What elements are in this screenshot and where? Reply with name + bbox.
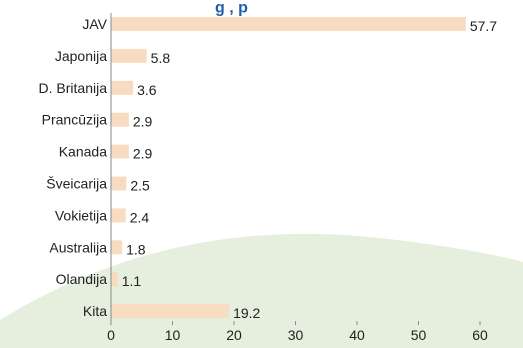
value-label-5: 2.5 (130, 178, 150, 194)
x-tick-label-0: 0 (107, 327, 115, 343)
value-label-1: 5.8 (151, 50, 171, 66)
value-label-0: 57.7 (470, 18, 497, 34)
x-tick-label-4: 40 (349, 327, 365, 343)
category-label-0: JAV (82, 16, 107, 32)
value-label-3: 2.9 (133, 114, 153, 130)
x-tick-label-3: 30 (288, 327, 304, 343)
category-label-9: Kita (83, 303, 107, 319)
value-label-6: 2.4 (130, 209, 150, 225)
category-label-5: Šveicarija (46, 176, 107, 192)
bar-4 (111, 144, 129, 159)
category-label-4: Kanada (59, 144, 107, 160)
category-label-3: Prancūzija (42, 112, 108, 128)
category-label-2: D. Britanija (39, 80, 108, 96)
bar-2 (111, 80, 134, 95)
bar-1 (111, 48, 147, 63)
bar-8 (111, 272, 118, 287)
bar-6 (111, 208, 126, 223)
bar-5 (111, 176, 127, 191)
bars-group (111, 17, 466, 319)
category-labels: JAV Japonija D. Britanija Prancūzija Kanada Š… (39, 16, 108, 319)
category-label-8: Olandija (56, 271, 108, 287)
bar-9 (111, 304, 230, 319)
category-label-7: Australija (49, 239, 107, 255)
value-label-2: 3.6 (137, 82, 157, 98)
category-label-6: Vokietija (55, 207, 107, 223)
value-labels: 57.7 5.8 3.6 2.9 2.9 2.5 2.4 1.8 1.1 19.2 (122, 18, 498, 321)
bar-7 (111, 240, 123, 255)
value-label-4: 2.9 (133, 146, 153, 162)
chart-title-fragment: g , p (215, 0, 248, 16)
x-tick-label-5: 50 (411, 327, 427, 343)
category-label-1: Japonija (55, 48, 107, 64)
bar-0 (111, 17, 466, 31)
value-label-9: 19.2 (233, 305, 260, 321)
x-tick-label-2: 20 (226, 327, 242, 343)
bar-3 (111, 112, 129, 127)
background-hill (0, 233, 523, 348)
x-tick-label-1: 10 (165, 327, 181, 343)
x-tick-label-6: 60 (472, 327, 488, 343)
value-label-8: 1.1 (122, 273, 142, 289)
value-label-7: 1.8 (126, 241, 146, 257)
x-axis-ticks: 0 10 20 30 40 50 60 (107, 321, 488, 343)
